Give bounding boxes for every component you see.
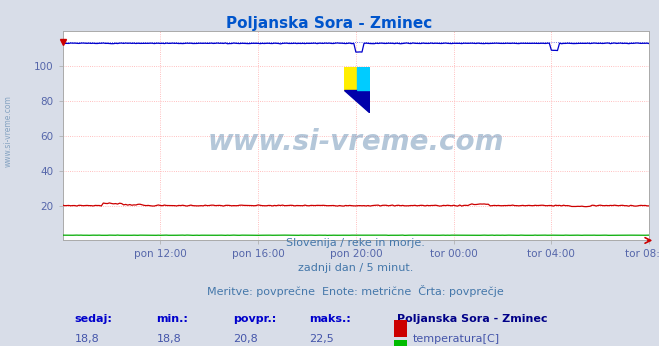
Text: Meritve: povprečne  Enote: metrične  Črta: povprečje: Meritve: povprečne Enote: metrične Črta:…	[208, 285, 504, 297]
Text: 22,5: 22,5	[309, 334, 333, 344]
Text: 20,8: 20,8	[233, 334, 258, 344]
Text: povpr.:: povpr.:	[233, 314, 276, 324]
Text: www.si-vreme.com: www.si-vreme.com	[4, 95, 13, 167]
Text: 18,8: 18,8	[156, 334, 181, 344]
Text: maks.:: maks.:	[309, 314, 351, 324]
Text: Slovenija / reke in morje.: Slovenija / reke in morje.	[287, 238, 425, 248]
Text: www.si-vreme.com: www.si-vreme.com	[208, 128, 504, 156]
FancyBboxPatch shape	[394, 340, 407, 346]
FancyBboxPatch shape	[394, 320, 407, 337]
Text: temperatura[C]: temperatura[C]	[413, 334, 500, 344]
Text: min.:: min.:	[156, 314, 188, 324]
Text: sedaj:: sedaj:	[74, 314, 112, 324]
Text: 18,8: 18,8	[74, 334, 99, 344]
Text: zadnji dan / 5 minut.: zadnji dan / 5 minut.	[298, 263, 414, 273]
Text: Poljanska Sora - Zminec: Poljanska Sora - Zminec	[227, 16, 432, 30]
Text: Poljanska Sora - Zminec: Poljanska Sora - Zminec	[397, 314, 548, 324]
